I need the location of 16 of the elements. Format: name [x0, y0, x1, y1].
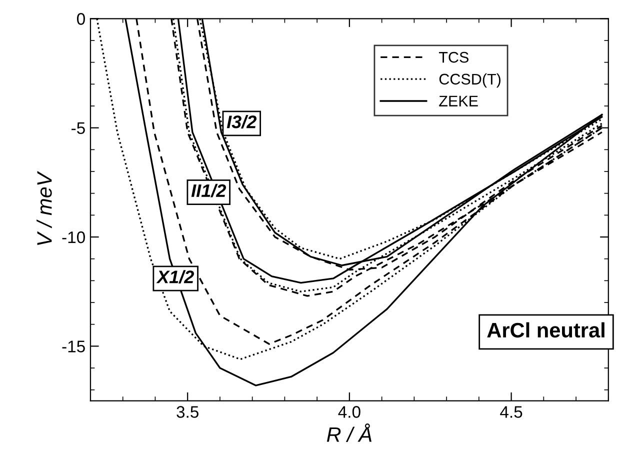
x-tick-label: 4.0	[338, 406, 360, 418]
legend-label: ZEKE	[439, 96, 478, 106]
y-tick-label: -5	[72, 122, 85, 134]
y-tick-label: 0	[77, 13, 85, 25]
annotation: II1/2	[191, 184, 226, 198]
x-tick-label: 3.5	[176, 406, 198, 418]
y-tick-label: -15	[62, 340, 85, 352]
annotation: ArCl neutral	[487, 322, 604, 338]
legend-label: CCSD(T)	[439, 73, 500, 88]
legend-label: TCS	[438, 52, 468, 63]
y-tick-label: -10	[62, 231, 85, 244]
annotation: I3/2	[226, 115, 257, 128]
y-axis-title: V / meV	[36, 171, 52, 245]
annotation: X1/2	[156, 270, 194, 284]
x-tick-label: 4.5	[500, 406, 522, 418]
x-axis-title: R / Å	[326, 424, 372, 442]
